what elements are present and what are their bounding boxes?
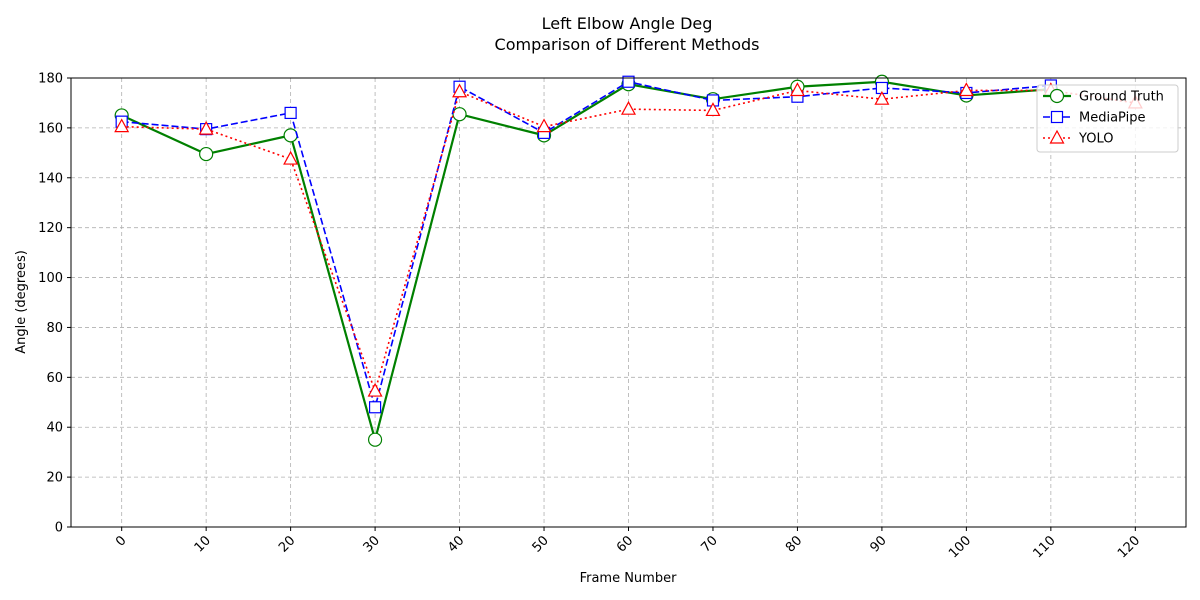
data-point-mediapipe: [622, 75, 635, 88]
y-tick-label: 160: [38, 121, 63, 136]
series-line-mediapipe: [121, 80, 1051, 409]
data-point-yolo: [198, 120, 214, 135]
data-point-yolo: [789, 82, 805, 97]
y-tick-label: 180: [38, 72, 63, 87]
data-point-yolo: [283, 150, 299, 165]
data-point-ground-truth: [199, 146, 214, 162]
y-tick-label: 140: [38, 171, 63, 186]
legend-item-yolo: YOLO: [1043, 129, 1113, 147]
legend-marker: [1049, 88, 1065, 104]
data-point-yolo: [367, 382, 383, 397]
data-point-yolo: [705, 102, 721, 117]
y-tick-label: 80: [46, 321, 63, 336]
data-point-ground-truth: [452, 107, 467, 122]
legend: Ground Truth MediaPipe YOLO: [1036, 84, 1179, 153]
y-tick-label: 100: [38, 271, 63, 286]
data-point-yolo: [874, 90, 890, 105]
data-point-yolo: [114, 118, 130, 133]
data-point-yolo: [958, 82, 974, 97]
data-point-yolo: [620, 100, 637, 115]
y-tick-label: 120: [38, 221, 63, 236]
legend-item-mediapipe: MediaPipe: [1043, 111, 1145, 126]
chart-title: Left Elbow Angle Deg: [542, 14, 713, 33]
legend-label: MediaPipe: [1079, 111, 1145, 126]
data-point-ground-truth: [367, 432, 383, 447]
data-point-yolo: [452, 83, 468, 98]
legend-item-ground-truth: Ground Truth: [1043, 88, 1164, 105]
data-point-ground-truth: [283, 128, 298, 143]
chart-subtitle: Comparison of Different Methods: [495, 35, 760, 54]
y-tick-label: 60: [46, 371, 63, 386]
y-tick-label: 20: [46, 471, 63, 486]
x-axis-label: Frame Number: [580, 571, 678, 586]
legend-label: YOLO: [1078, 132, 1113, 147]
data-point-yolo: [536, 118, 552, 133]
legend-marker: [1049, 129, 1065, 144]
y-axis-label: Angle (degrees): [14, 250, 29, 354]
legend-label: Ground Truth: [1079, 90, 1164, 105]
data-point-mediapipe: [284, 106, 297, 120]
series-line-ground-truth: [121, 80, 1051, 441]
legend-marker: [1050, 110, 1064, 124]
y-tick-label: 40: [46, 421, 63, 436]
y-tick-label: 0: [55, 521, 63, 536]
legend-box: [1036, 84, 1179, 153]
data-point-mediapipe: [368, 401, 382, 414]
